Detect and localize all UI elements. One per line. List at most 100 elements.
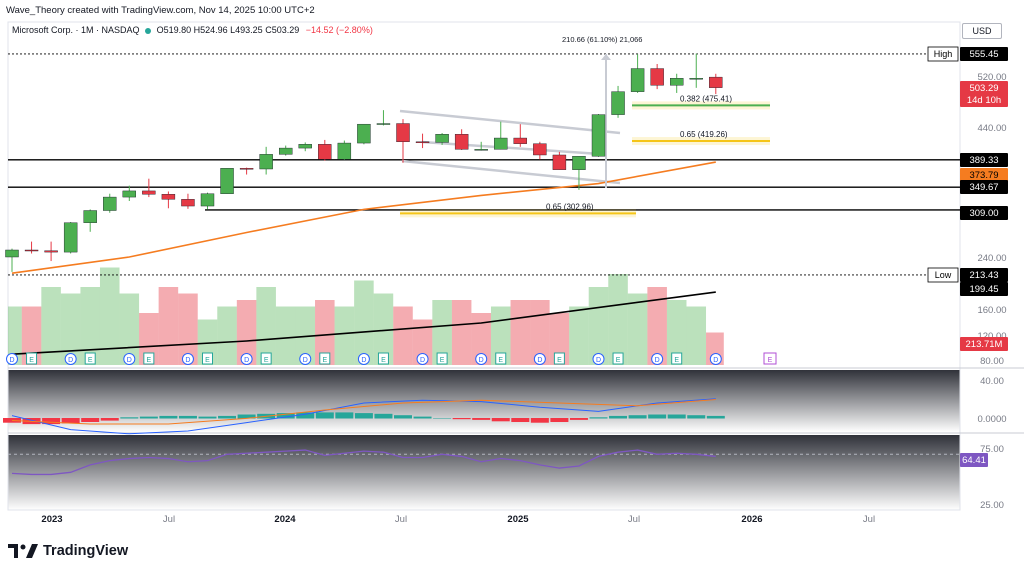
candle xyxy=(5,249,19,258)
volume-bar xyxy=(569,306,589,365)
price-axis-tick: 160.00 xyxy=(977,305,1006,316)
volume-bar xyxy=(334,306,355,365)
earnings-marker-label: E xyxy=(29,357,34,364)
candle xyxy=(533,143,547,156)
publisher-header: Wave_Theory created with TradingView.com… xyxy=(6,5,315,16)
macd-histogram-bar xyxy=(178,415,197,419)
symbol-name[interactable]: Microsoft Corp. · 1M · NASDAQ xyxy=(12,25,140,35)
macd-histogram-bar xyxy=(354,413,373,419)
candle xyxy=(44,250,58,253)
dividend-marker-label: D xyxy=(303,357,308,364)
fib-label: 0.65 (302.96) xyxy=(546,202,594,211)
macd-histogram-bar xyxy=(706,415,725,419)
symbol-legend[interactable]: Microsoft Corp. · 1M · NASDAQ O519.80 H5… xyxy=(12,25,373,35)
earnings-marker xyxy=(436,352,448,365)
macd-histogram-bar xyxy=(687,415,706,419)
earnings-marker xyxy=(553,352,565,365)
dividend-marker xyxy=(6,353,18,365)
market-status-icon xyxy=(145,27,152,34)
chart-canvas[interactable]: 0.382 (475.41) 0.65 (419.26) 0.65 (302.96)… xyxy=(0,0,1024,535)
measure-label: 210.66 (61.10%) 21,066 xyxy=(562,35,642,44)
candle xyxy=(709,76,723,88)
dividend-marker xyxy=(592,353,605,365)
dividend-marker xyxy=(357,353,370,365)
earnings-marker-label: E xyxy=(264,357,269,364)
fib-label: 0.382 (475.41) xyxy=(680,94,732,103)
volume-bar xyxy=(373,293,394,365)
volume-bar xyxy=(451,300,472,365)
candle xyxy=(259,154,273,170)
price-tag xyxy=(960,168,1008,182)
volume-bar xyxy=(217,306,237,365)
macd-histogram-bar xyxy=(472,418,491,420)
earnings-marker-label: E xyxy=(616,357,621,364)
rsi-value-tag xyxy=(960,453,988,467)
macd-histogram-bar xyxy=(394,415,412,419)
macd-histogram-bar xyxy=(648,414,667,419)
candle xyxy=(200,193,215,207)
candle xyxy=(474,149,488,151)
macd-histogram-bar xyxy=(550,418,569,422)
volume-bar xyxy=(60,293,81,365)
candle xyxy=(689,78,703,80)
price-axis-tick: 25.00 xyxy=(980,500,1004,511)
earnings-marker-label: E xyxy=(557,357,562,364)
volume-bar xyxy=(549,313,570,365)
time-axis-label: Jul xyxy=(628,514,640,525)
price-tag xyxy=(960,81,1008,95)
volume-bar xyxy=(471,313,491,365)
price-axis-tick: 80.00 xyxy=(980,356,1004,367)
volume-bar xyxy=(627,293,648,365)
dividend-marker xyxy=(181,353,194,365)
volume-bar xyxy=(275,306,296,365)
dividend-marker xyxy=(299,353,312,365)
candle xyxy=(337,142,352,160)
candle xyxy=(630,68,645,92)
volume-bar xyxy=(139,313,159,365)
macd-line xyxy=(11,398,716,435)
candle xyxy=(83,210,97,223)
dividend-marker-label: D xyxy=(655,357,660,364)
candle xyxy=(24,249,39,252)
macd-histogram-bar xyxy=(315,412,334,419)
tradingview-logo[interactable]: TradingView xyxy=(8,543,128,559)
macd-histogram-bar xyxy=(511,418,530,422)
candle xyxy=(376,123,391,125)
earnings-marker xyxy=(377,352,389,365)
fib-label: 0.65 (419.26) xyxy=(680,130,728,139)
candle xyxy=(494,137,508,150)
dividend-marker-label: D xyxy=(596,357,601,364)
macd-histogram-bar xyxy=(42,418,61,425)
channel-line xyxy=(401,159,621,185)
dividend-marker-label: D xyxy=(244,357,249,364)
volume-bar xyxy=(666,300,687,365)
macd-histogram-bar xyxy=(276,413,295,419)
candle xyxy=(435,134,449,143)
volume-bar xyxy=(158,287,179,365)
time-axis-label: Jul xyxy=(863,514,875,525)
candle xyxy=(513,137,527,144)
macd-histogram-bar xyxy=(237,414,256,419)
dividend-marker xyxy=(475,353,488,365)
upcoming-earnings-label: E xyxy=(768,357,773,364)
macd-pane xyxy=(8,370,960,432)
price-tag xyxy=(960,93,1008,107)
dividend-marker-label: D xyxy=(185,357,190,364)
macd-histogram-bar xyxy=(609,415,628,419)
candle xyxy=(103,196,117,211)
dividend-marker-label: D xyxy=(9,357,14,364)
macd-histogram-bar xyxy=(667,414,686,419)
earnings-marker-label: E xyxy=(498,357,503,364)
price-tag-value: 213.43 xyxy=(969,270,998,281)
price-tag-label-box xyxy=(927,267,959,283)
currency-button[interactable]: USD xyxy=(962,23,1002,39)
earnings-marker xyxy=(612,352,624,365)
macd-histogram-bar xyxy=(530,418,549,423)
macd-histogram-bar xyxy=(198,416,217,419)
dividend-marker xyxy=(416,353,429,365)
tradingview-logo-icon xyxy=(8,544,38,558)
price-tag-value: 199.45 xyxy=(969,284,998,295)
rsi-value-text: 64.41 xyxy=(962,455,986,466)
dividend-marker-label: D xyxy=(420,357,425,364)
rsi-line xyxy=(11,449,716,476)
